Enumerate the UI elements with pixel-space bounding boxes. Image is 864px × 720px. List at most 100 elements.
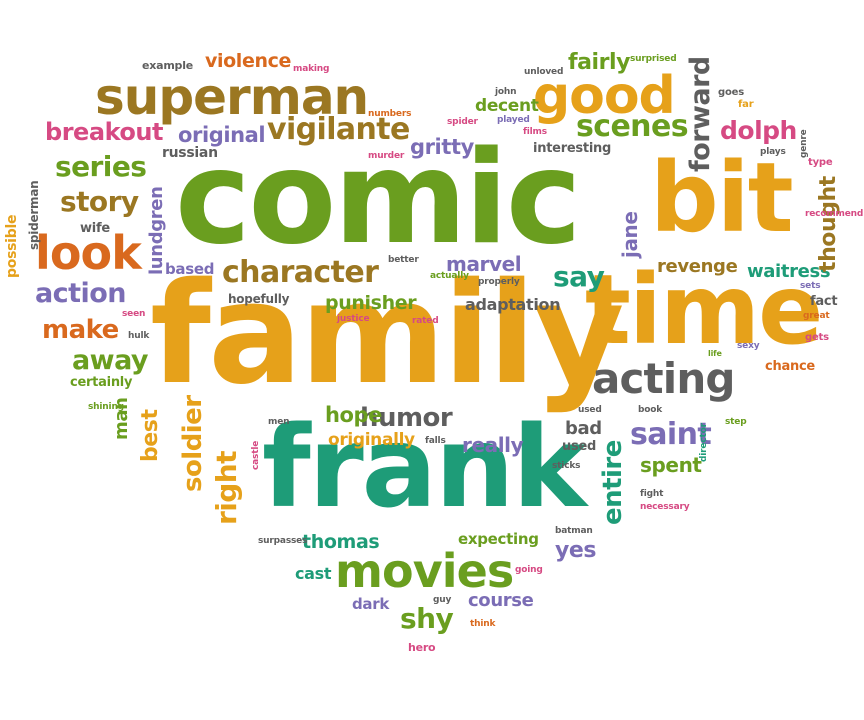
word-spent: spent <box>640 453 702 477</box>
word-surpasses: going <box>515 565 543 575</box>
word-hulk: shining <box>88 402 124 412</box>
word-expecting: expecting <box>458 530 539 548</box>
word-spider: spider <box>447 117 478 127</box>
word-fight: necessary <box>640 502 690 512</box>
word-recommend: sets <box>800 281 821 291</box>
word-castle: falls <box>425 436 446 446</box>
word-course: course <box>468 590 534 611</box>
word-hopefully: hopefully <box>228 292 290 306</box>
word-dolph: dolph <box>720 116 797 145</box>
word-better: actually <box>430 271 469 281</box>
word-decent: decent <box>475 96 539 116</box>
word-movies: movies <box>335 544 514 598</box>
word-necessary: batman <box>555 526 593 536</box>
word-men: castle <box>251 440 261 470</box>
word-story: story <box>60 185 139 218</box>
word-original: right <box>210 451 243 525</box>
word-certainly: certainly <box>70 375 133 390</box>
word-life: sexy <box>737 341 760 351</box>
word-unloved: unloved <box>524 67 564 77</box>
word-cast: cast <box>295 564 332 583</box>
word-think: hero <box>408 641 436 654</box>
word-series: series <box>55 150 147 183</box>
word-thought: original <box>178 123 266 147</box>
word-used: used <box>562 439 597 454</box>
word-gritty: gritty <box>410 135 474 159</box>
word-step: director <box>699 423 709 462</box>
word-make: make <box>42 315 119 345</box>
word-comic: comic <box>175 124 582 273</box>
word-fact: great <box>803 311 830 321</box>
word-films: films <box>523 127 547 137</box>
word-breakout: breakout <box>45 118 164 146</box>
word-best: best <box>138 409 163 462</box>
word-type: murder <box>368 151 405 161</box>
word-yes: yes <box>555 538 597 563</box>
word-thomas: thomas <box>302 531 380 553</box>
word-acting: acting <box>592 354 735 403</box>
word-humor: humor <box>360 403 453 433</box>
word-revenge: revenge <box>657 256 738 277</box>
word-book: step <box>725 417 747 427</box>
word-spiderman: spiderman <box>27 180 41 250</box>
word-really: really <box>462 433 524 457</box>
word-gets: life <box>708 349 722 358</box>
word-soldier: entire <box>598 440 628 525</box>
word-good: good <box>533 66 676 126</box>
word-possible: possible <box>4 214 20 278</box>
word-justice: rated <box>412 316 439 326</box>
word-action: action <box>35 278 126 309</box>
word-say: say <box>553 260 605 293</box>
word-originally: originally <box>328 430 415 450</box>
word-violence: violence <box>205 50 291 72</box>
word-scenes: scenes <box>576 109 689 144</box>
word-seen: hulk <box>128 331 150 341</box>
word-hope: hope <box>325 403 382 427</box>
word-office: genre <box>799 129 809 158</box>
word-making: making <box>293 64 330 74</box>
word-dark: dark <box>352 595 390 613</box>
word-john: john <box>495 87 517 97</box>
word-lundgren: lundgren <box>146 186 167 275</box>
word-performance: book <box>638 405 663 415</box>
word-sticks: fight <box>640 489 664 499</box>
word-saint: saint <box>630 417 712 452</box>
word-bit: bit <box>650 142 794 254</box>
word-superman: superman <box>95 68 369 126</box>
word-frank: frank <box>262 403 587 533</box>
word-director: sticks <box>552 461 581 471</box>
word-time: time <box>585 254 823 366</box>
word-wife: wife <box>80 221 110 236</box>
word-guy: think <box>470 619 496 629</box>
word-entire: forward <box>685 56 716 172</box>
word-away: away <box>72 345 149 376</box>
word-plays: type <box>808 157 833 168</box>
word-interesting: interesting <box>533 141 612 156</box>
word-based: based <box>165 260 215 278</box>
word-shy: shy <box>400 602 454 635</box>
word-properly: justice <box>337 314 370 324</box>
word-falls: used <box>578 405 602 415</box>
word-vigilante: vigilante <box>267 112 410 147</box>
word-waitress: waitress <box>747 261 831 282</box>
word-going: guy <box>433 595 452 605</box>
word-fairly: fairly <box>568 50 631 75</box>
word-batman: surpasses <box>258 536 308 546</box>
word-look: look <box>35 226 142 280</box>
word-far: far <box>738 99 754 110</box>
word-right: soldier <box>178 395 208 492</box>
word-played: played <box>497 115 530 125</box>
word-russian: russian <box>162 145 218 161</box>
word-marvel: marvel <box>446 252 522 276</box>
word-shining: men <box>268 417 290 427</box>
word-forward: jane <box>618 211 642 258</box>
word-example: example <box>142 59 194 72</box>
word-murder: recommend <box>805 209 864 219</box>
word-genre: plays <box>760 147 786 157</box>
word-punisher: punisher <box>325 292 417 314</box>
word-sets: fact <box>810 294 838 309</box>
word-jane: thought <box>816 176 841 272</box>
word-great: gets <box>805 332 829 343</box>
word-surprised: surprised <box>630 54 677 64</box>
